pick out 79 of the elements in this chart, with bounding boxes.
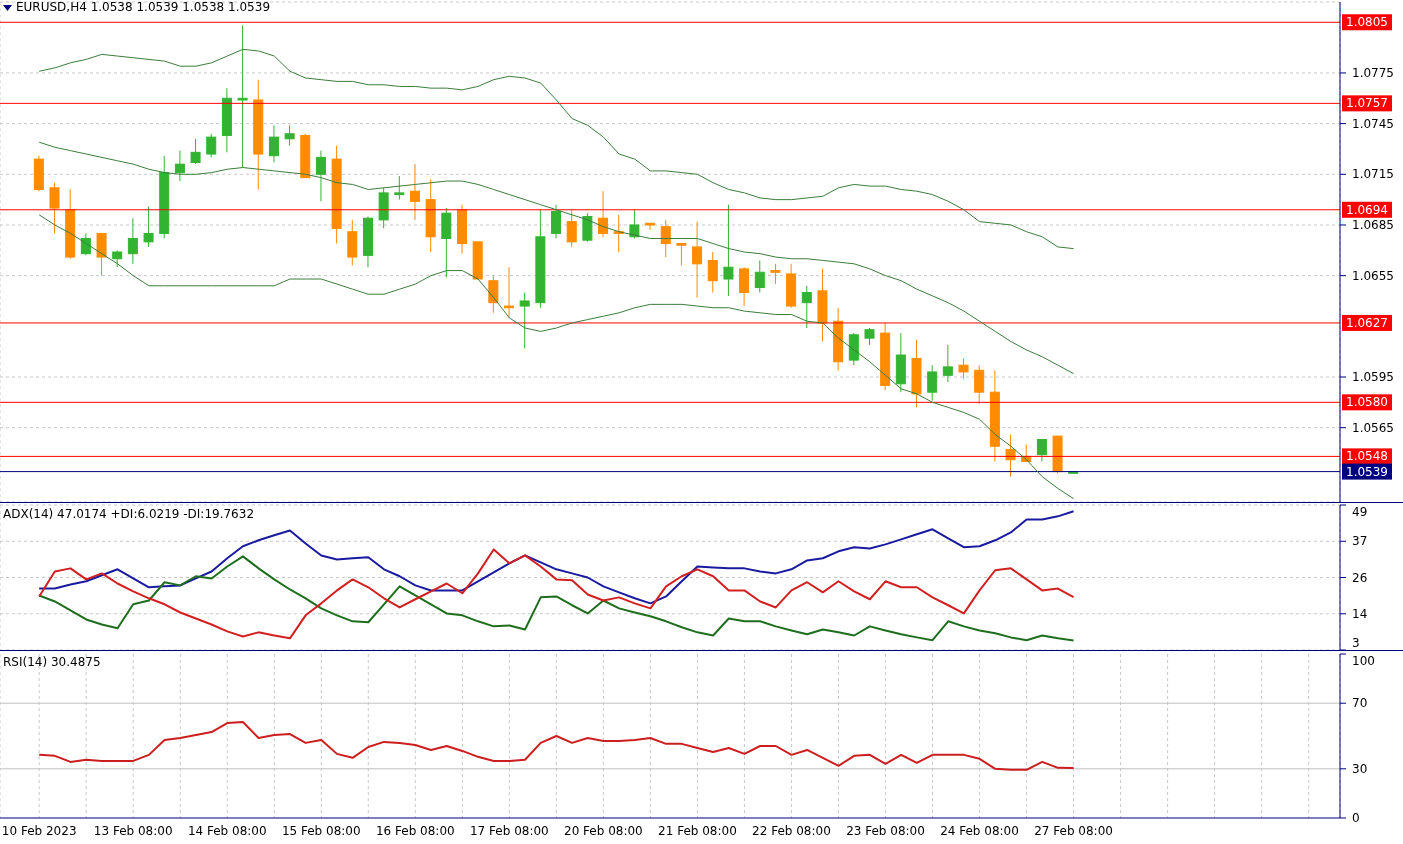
candlestick [566,209,577,248]
ref-line-label: 1.0757 [1346,96,1388,111]
x-tick-label: 10 Feb 2023 [1,823,77,838]
candlestick [551,204,562,239]
y-tick-label: 0 [1352,811,1360,826]
candlestick [958,357,969,380]
candlestick [174,150,185,182]
candlestick [190,138,201,165]
y-tick-label: 1.0715 [1352,167,1394,182]
candlestick [645,222,656,231]
ref-line-label: 1.0805 [1346,15,1388,30]
ref-line-label: 1.0548 [1346,449,1388,464]
candlestick [676,243,687,267]
candlestick [974,364,985,405]
candlestick [143,205,154,248]
x-tick-label: 27 Feb 08:00 [1034,823,1113,838]
y-tick-label: 70 [1352,696,1368,711]
candlestick [927,364,938,402]
line-series [38,141,1075,375]
y-tick-label: 30 [1352,762,1368,776]
x-tick-label: 16 Feb 08:00 [375,823,455,838]
candlestick [409,163,420,221]
y-tick-label: 3 [1352,636,1360,651]
ref-line-label: 1.0627 [1346,315,1388,330]
ref-line-label: 1.0539 [1346,464,1388,479]
x-tick-label: 14 Feb 08:00 [187,823,267,838]
candlestick [284,124,295,147]
candlestick [206,133,217,158]
candlestick [237,25,248,169]
line-series [38,214,1075,500]
y-tick-label: 1.0745 [1352,116,1394,131]
candlestick [582,212,593,243]
candlestick [1005,433,1016,478]
candlestick [723,204,734,297]
candlestick [127,217,138,265]
candlestick [754,259,765,294]
candlestick [739,266,750,307]
candlestick [692,221,703,299]
x-tick-label: 23 Feb 08:00 [846,823,925,838]
candlestick [801,285,812,329]
x-tick-label: 22 Feb 08:00 [752,823,831,838]
x-tick-label: 15 Feb 08:00 [281,823,361,838]
candlestick [1036,439,1047,462]
candlestick [315,150,326,202]
y-tick-label: 100 [1352,654,1375,669]
y-tick-label: 1.0565 [1352,420,1394,435]
candlestick [629,209,640,239]
y-tick-label: 14 [1352,606,1368,621]
candlestick [519,292,530,349]
x-tick-label: 13 Feb 08:00 [93,823,173,838]
y-tick-label: 1.0655 [1352,268,1394,283]
candlestick [488,275,499,314]
candlestick [707,251,718,294]
chart-title: RSI(14) 30.4875 [3,655,101,669]
y-tick-label: 26 [1352,570,1368,585]
candlestick [942,344,953,383]
ref-line-label: 1.0694 [1346,202,1388,217]
y-tick-label: 37 [1352,534,1368,549]
candlestick [660,219,671,258]
ref-line-label: 1.0580 [1346,395,1388,410]
y-tick-label: 1.0775 [1352,66,1394,81]
candlestick [394,175,405,201]
x-tick-label: 20 Feb 08:00 [564,823,643,838]
candlestick [49,182,60,234]
x-tick-label: 24 Feb 08:00 [940,823,1019,838]
chart-title: ADX(14) 47.0174 +DI:6.0219 -DI:19.7632 [3,507,255,521]
candlestick [504,266,515,319]
x-tick-label: 17 Feb 08:00 [469,823,549,838]
x-tick-label: 21 Feb 08:00 [658,823,737,838]
candlestick [268,124,279,163]
line-series [38,48,1075,250]
y-tick-label: 1.0595 [1352,370,1394,385]
candlestick [598,190,609,238]
y-tick-label: 49 [1352,505,1368,520]
y-tick-label: 1.0685 [1352,218,1394,233]
candlestick [770,263,781,285]
candlestick [96,232,107,277]
chart-title: EURUSD,H4 1.0538 1.0539 1.0538 1.0539 [16,0,271,14]
candlestick [80,232,91,256]
